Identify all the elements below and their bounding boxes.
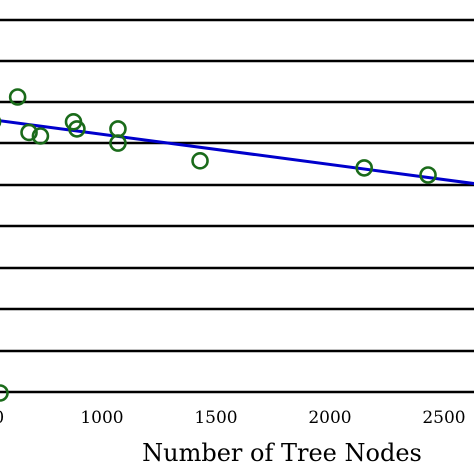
data-point: [68, 120, 86, 138]
data-point: [31, 127, 50, 145]
data-point: [355, 159, 374, 177]
x-tick-labels: 500 1000 1500 2000 2500: [0, 408, 466, 428]
data-point: [191, 152, 209, 170]
data-point: [109, 120, 127, 138]
data-point: [8, 88, 27, 106]
data-point: [0, 384, 9, 402]
data-point: [419, 166, 437, 184]
data-point: [20, 123, 38, 142]
x-tick-label: 2500: [422, 408, 465, 428]
x-tick-label: 500: [0, 408, 4, 428]
trend-line: [0, 119, 474, 186]
x-tick-label: 1500: [194, 408, 237, 428]
data-points: [0, 88, 437, 402]
trend-line-group: [0, 119, 474, 186]
x-tick-label: 2000: [308, 408, 351, 428]
gridlines: [0, 18, 474, 394]
data-point: [109, 134, 127, 152]
x-tick-label: 1000: [80, 408, 123, 428]
x-axis-label: Number of Tree Nodes: [142, 439, 422, 467]
